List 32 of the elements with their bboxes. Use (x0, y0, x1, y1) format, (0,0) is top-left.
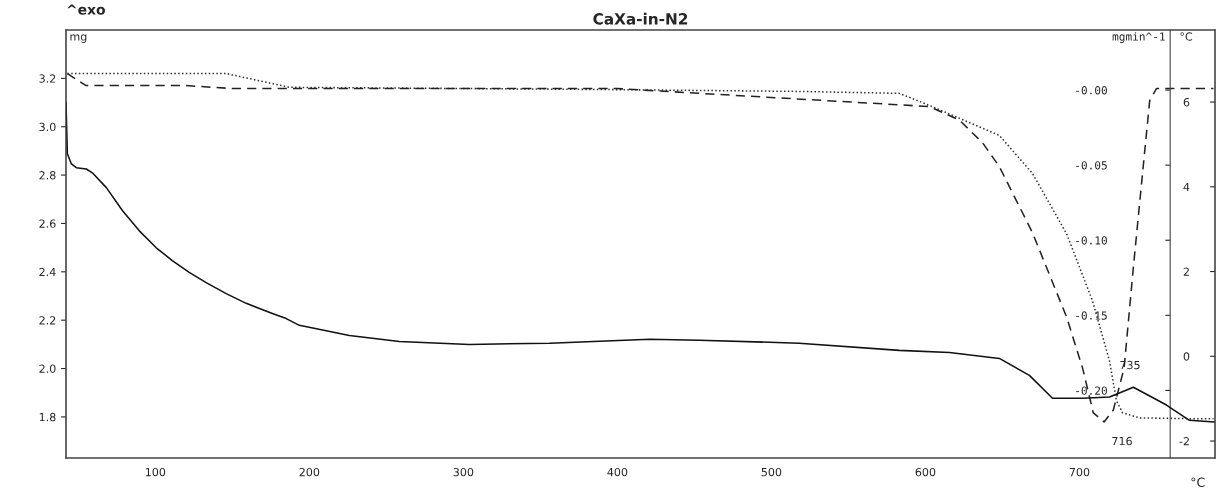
y2-tick-label: -0.10 (1076, 236, 1107, 245)
y2-axis-title: mgmin^-1 (1112, 32, 1165, 43)
chart-title: CaXa-in-N2 (593, 12, 688, 25)
text: ^exo (67, 4, 105, 15)
y-axis-title: mg (70, 34, 87, 43)
x-tick-label: 700 (1069, 467, 1090, 477)
x-tick-label: 400 (607, 467, 628, 477)
y-tick-label: 2.2 (39, 316, 56, 325)
x-tick-label: 100 (145, 467, 166, 477)
y2-tick-label: -0.15 (1076, 311, 1107, 320)
annotation: 716 (1112, 436, 1132, 446)
y3-axis-title: °C (1180, 32, 1193, 41)
y3-tick-label: 4 (1183, 182, 1190, 192)
y-tick-label: 2.0 (39, 364, 56, 373)
y-tick-label: 3.0 (39, 122, 56, 132)
y-tick-label: 3.2 (39, 74, 56, 83)
y-tick-label: 2.8 (39, 171, 56, 180)
y3-tick-label: -2 (1179, 437, 1189, 446)
y-tick-label: 2.6 (39, 219, 56, 228)
x-tick-label: 500 (761, 467, 782, 477)
y3-tick-label: 0 (1183, 352, 1190, 361)
x-axis-title: °C (1191, 477, 1205, 487)
y-tick-label: 2.4 (39, 267, 56, 277)
y3-tick-label: 6 (1183, 98, 1190, 107)
y3-tick-label: 2 (1183, 267, 1189, 276)
x-tick-label: 300 (453, 467, 474, 477)
y2-tick-label: -0.00 (1076, 86, 1107, 95)
y2-tick-label: -0.20 (1076, 386, 1107, 395)
y-tick-label: 1.8 (39, 412, 56, 422)
x-tick-label: 600 (915, 467, 936, 477)
y2-tick-label: -0.05 (1076, 161, 1107, 170)
x-tick-label: 200 (299, 467, 320, 477)
